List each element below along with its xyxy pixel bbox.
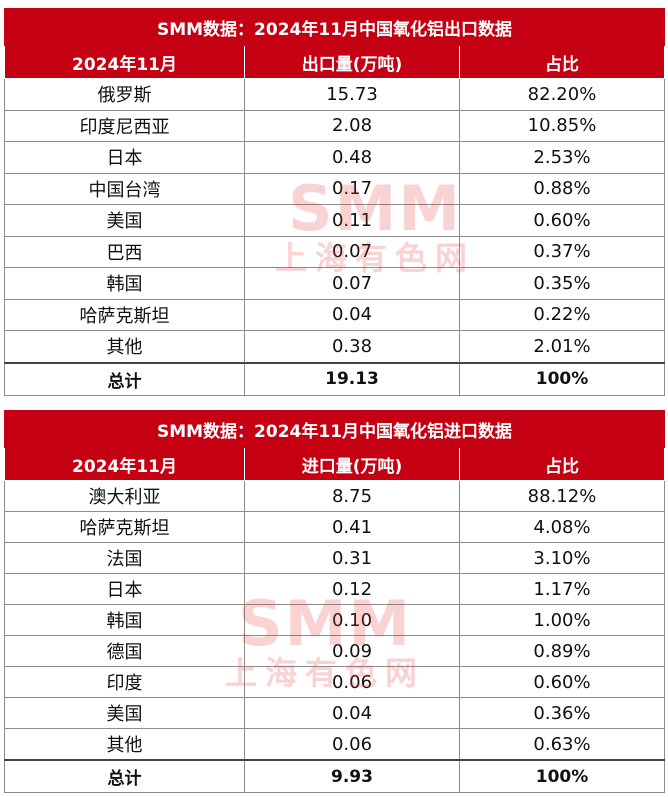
import-cell-volume: 0.31 [244, 542, 460, 574]
export-cell-volume: 0.07 [244, 235, 460, 268]
import-header-month: 2024年11月 [4, 447, 245, 481]
import-table-row: 澳大利亚 8.75 88.12% [4, 480, 665, 512]
export-total-volume: 19.13 [244, 361, 460, 396]
import-header-row: 2024年11月 进口量(万吨) 占比 [4, 447, 665, 481]
import-cell-share: 0.63% [459, 728, 665, 761]
export-table-row: 印度尼西亚 2.08 10.85% [4, 109, 665, 142]
export-cell-volume: 0.17 [244, 172, 460, 205]
export-cell-volume: 0.04 [244, 298, 460, 331]
import-cell-country: 韩国 [4, 604, 245, 636]
import-cell-country: 法国 [4, 542, 245, 574]
export-table-row: 其他 0.38 2.01% [4, 330, 665, 363]
export-table-row: 中国台湾 0.17 0.88% [4, 172, 665, 205]
import-cell-volume: 0.06 [244, 666, 460, 698]
import-cell-volume: 8.75 [244, 480, 460, 512]
import-title-row: SMM数据：2024年11月中国氧化铝进口数据 [4, 410, 665, 448]
import-cell-share: 88.12% [459, 480, 665, 512]
import-cell-volume: 0.41 [244, 511, 460, 543]
export-header-month: 2024年11月 [4, 45, 245, 79]
export-total-label: 总计 [4, 361, 245, 396]
import-cell-share: 4.08% [459, 511, 665, 543]
import-cell-country: 印度 [4, 666, 245, 698]
import-table-row: 哈萨克斯坦 0.41 4.08% [4, 511, 665, 543]
import-cell-share: 0.60% [459, 666, 665, 698]
import-table: SMM数据：2024年11月中国氧化铝进口数据 2024年11月 进口量(万吨)… [4, 410, 665, 793]
export-cell-share: 0.35% [459, 267, 665, 300]
import-cell-volume: 0.09 [244, 635, 460, 667]
export-cell-volume: 0.48 [244, 141, 460, 174]
export-cell-volume: 2.08 [244, 109, 460, 142]
export-cell-volume: 0.07 [244, 267, 460, 300]
import-cell-country: 日本 [4, 573, 245, 605]
export-table-row: 巴西 0.07 0.37% [4, 235, 665, 268]
import-cell-share: 0.36% [459, 697, 665, 729]
export-cell-share: 0.22% [459, 298, 665, 331]
import-total-volume: 9.93 [244, 759, 460, 793]
export-table-row: 日本 0.48 2.53% [4, 141, 665, 174]
export-title-row: SMM数据：2024年11月中国氧化铝出口数据 [4, 8, 665, 46]
export-cell-share: 82.20% [459, 78, 665, 111]
import-cell-share: 1.17% [459, 573, 665, 605]
export-cell-share: 0.37% [459, 235, 665, 268]
import-table-row: 美国 0.04 0.36% [4, 697, 665, 729]
import-total-share: 100% [459, 759, 665, 793]
export-header-volume: 出口量(万吨) [244, 45, 460, 79]
export-table-row: 哈萨克斯坦 0.04 0.22% [4, 298, 665, 331]
import-cell-share: 0.89% [459, 635, 665, 667]
import-cell-country: 其他 [4, 728, 245, 761]
import-table-row: 韩国 0.10 1.00% [4, 604, 665, 636]
export-table-row: 韩国 0.07 0.35% [4, 267, 665, 300]
import-cell-volume: 0.12 [244, 573, 460, 605]
export-cell-share: 2.53% [459, 141, 665, 174]
import-cell-volume: 0.10 [244, 604, 460, 636]
export-total-share: 100% [459, 361, 665, 396]
import-header-volume: 进口量(万吨) [244, 447, 460, 481]
export-header-share: 占比 [459, 45, 665, 79]
import-cell-country: 澳大利亚 [4, 480, 245, 512]
import-cell-share: 3.10% [459, 542, 665, 574]
import-table-row: 印度 0.06 0.60% [4, 666, 665, 698]
export-cell-country: 巴西 [4, 235, 245, 268]
export-total-row: 总计 19.13 100% [4, 361, 665, 396]
import-cell-volume: 0.04 [244, 697, 460, 729]
import-header-share: 占比 [459, 447, 665, 481]
export-table-row: 美国 0.11 0.60% [4, 204, 665, 237]
export-cell-share: 10.85% [459, 109, 665, 142]
export-cell-country: 哈萨克斯坦 [4, 298, 245, 331]
import-table-row: 德国 0.09 0.89% [4, 635, 665, 667]
export-title: SMM数据：2024年11月中国氧化铝出口数据 [4, 8, 665, 46]
export-cell-country: 日本 [4, 141, 245, 174]
import-total-row: 总计 9.93 100% [4, 759, 665, 793]
export-cell-country: 美国 [4, 204, 245, 237]
import-title: SMM数据：2024年11月中国氧化铝进口数据 [4, 410, 665, 448]
export-cell-country: 其他 [4, 330, 245, 363]
export-cell-country: 韩国 [4, 267, 245, 300]
export-table: SMM数据：2024年11月中国氧化铝出口数据 2024年11月 出口量(万吨)… [4, 8, 665, 396]
import-cell-country: 哈萨克斯坦 [4, 511, 245, 543]
export-cell-volume: 0.38 [244, 330, 460, 363]
import-cell-country: 德国 [4, 635, 245, 667]
export-cell-share: 0.88% [459, 172, 665, 205]
export-cell-country: 中国台湾 [4, 172, 245, 205]
export-cell-volume: 0.11 [244, 204, 460, 237]
import-cell-share: 1.00% [459, 604, 665, 636]
export-cell-share: 2.01% [459, 330, 665, 363]
import-total-label: 总计 [4, 759, 245, 793]
export-table-row: 俄罗斯 15.73 82.20% [4, 78, 665, 111]
import-table-row: 其他 0.06 0.63% [4, 728, 665, 761]
export-cell-country: 印度尼西亚 [4, 109, 245, 142]
export-cell-share: 0.60% [459, 204, 665, 237]
import-cell-volume: 0.06 [244, 728, 460, 761]
import-table-row: 日本 0.12 1.17% [4, 573, 665, 605]
import-table-row: 法国 0.31 3.10% [4, 542, 665, 574]
export-header-row: 2024年11月 出口量(万吨) 占比 [4, 45, 665, 79]
export-cell-volume: 15.73 [244, 78, 460, 111]
import-cell-country: 美国 [4, 697, 245, 729]
export-cell-country: 俄罗斯 [4, 78, 245, 111]
